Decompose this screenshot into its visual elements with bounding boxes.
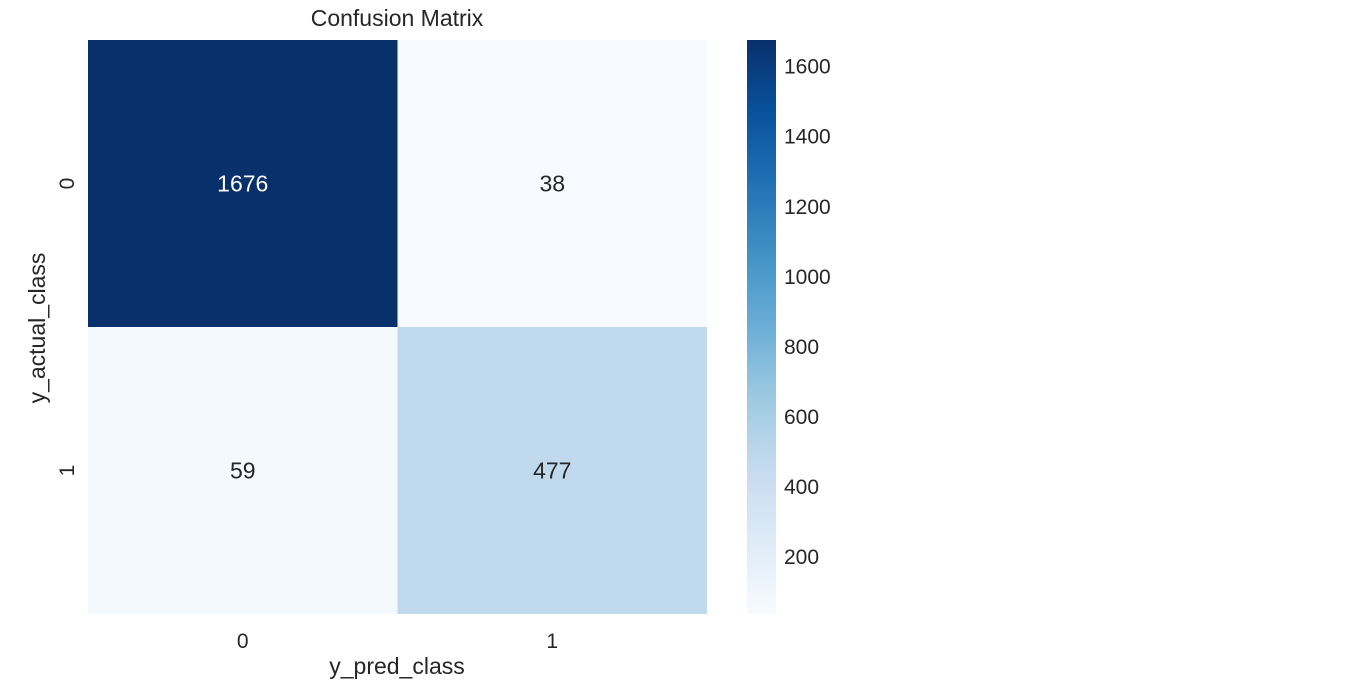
heatmap-cell-0-1 bbox=[397, 40, 707, 327]
chart-title: Confusion Matrix bbox=[311, 5, 484, 31]
y-tick-label-1: 1 bbox=[56, 465, 79, 477]
heatmap-cell-1-0 bbox=[88, 327, 398, 614]
x-tick-label-0: 0 bbox=[237, 630, 249, 653]
cell-value-label-0-0: 1676 bbox=[217, 171, 268, 197]
heatmap-cell-0-0 bbox=[88, 40, 398, 327]
colorbar-tick-label-4: 1000 bbox=[784, 266, 831, 289]
colorbar-tick-label-0: 200 bbox=[784, 546, 819, 569]
cell-value-label-1-1: 477 bbox=[533, 458, 571, 484]
cell-value-label-1-0: 59 bbox=[230, 458, 256, 484]
heatmap-cell-1-1 bbox=[397, 327, 707, 614]
colorbar-tick-label-5: 1200 bbox=[784, 196, 831, 219]
y-axis-ticks: 01 bbox=[56, 178, 79, 477]
colorbar-tick-label-1: 400 bbox=[784, 476, 819, 499]
cell-value-label-0-1: 38 bbox=[539, 171, 565, 197]
x-axis-label: y_pred_class bbox=[329, 653, 465, 679]
colorbar-tick-label-6: 1400 bbox=[784, 126, 831, 149]
colorbar-tick-label-7: 1600 bbox=[784, 56, 831, 79]
x-tick-label-1: 1 bbox=[546, 630, 558, 653]
y-axis-label: y_actual_class bbox=[24, 253, 50, 404]
colorbar-ticks: 200 400 600 800 1000 1200 1400 1600 bbox=[784, 56, 831, 570]
heatmap-cells: 1676 38 59 477 bbox=[88, 40, 707, 614]
colorbar-tick-label-2: 600 bbox=[784, 406, 819, 429]
colorbar-tick-label-3: 800 bbox=[784, 336, 819, 359]
colorbar bbox=[747, 40, 776, 614]
y-tick-label-0: 0 bbox=[56, 178, 79, 190]
